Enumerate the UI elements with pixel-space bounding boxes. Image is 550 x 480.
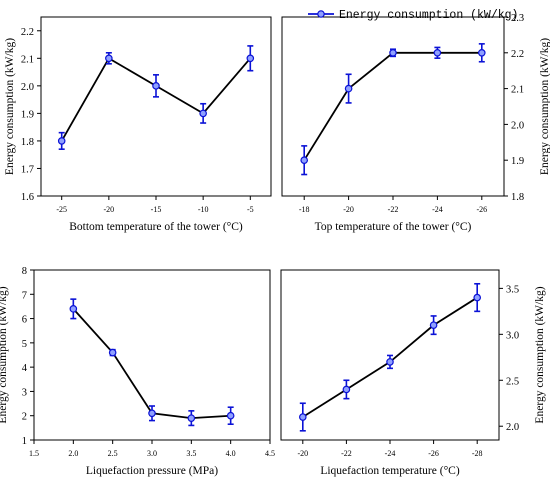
y-tick-label: 1.9: [511, 156, 524, 167]
x-tick-label: -26: [476, 205, 487, 214]
x-axis-title: Liquefaction pressure (MPa): [86, 465, 218, 477]
x-tick-label: 3.0: [147, 449, 157, 458]
data-point: [105, 54, 113, 63]
y-tick-label: 7: [22, 290, 27, 301]
y-tick-label: 2.1: [21, 54, 34, 65]
y-tick-label: 1.7: [21, 164, 34, 175]
y-tick-label: 2: [22, 412, 27, 423]
data-point: [226, 411, 235, 420]
y-axis-title: Energy consumption (kW/kg): [4, 38, 16, 175]
x-tick-label: -15: [151, 205, 162, 214]
legend: Energy consumption (kW/kg): [308, 9, 518, 22]
y-tick-label: 3.0: [506, 330, 519, 341]
y-axis-title: Energy consumption (kW/kg): [0, 286, 9, 423]
x-tick-label: 4.5: [265, 449, 275, 458]
data-point: [344, 84, 353, 93]
y-tick-label: 2.2: [511, 49, 524, 60]
data-point: [187, 414, 196, 422]
y-tick-label: 2.0: [506, 422, 519, 433]
series-line: [60, 57, 251, 142]
y-tick-label: 3: [22, 387, 27, 398]
x-tick-label: -5: [247, 205, 254, 214]
y-tick-label: 4: [22, 363, 28, 374]
y-tick-label: 5: [22, 339, 27, 350]
series-line: [72, 308, 231, 420]
x-tick-label: 2.5: [108, 449, 118, 458]
x-tick-label: -20: [343, 205, 354, 214]
chart-panel-3: 1 2 3 4 5 6 7 8 1.5 2.0 2.5 3.0 3.5 4.0 4.5 Liquefactio…: [0, 266, 275, 477]
y-axis-title: Energy consumption (kW/kg): [534, 286, 546, 423]
y-tick-label: 8: [22, 266, 27, 277]
y-tick-label: 2.2: [21, 27, 34, 38]
x-tick-label: -24: [385, 449, 396, 458]
data-point: [389, 48, 397, 57]
data-point: [57, 137, 66, 145]
x-tick-label: -20: [104, 205, 115, 214]
panels: 1.6 1.7 1.8 1.9 2.0 2.1 2.2 -25 -20 -15 -10 -5 Botto…: [0, 13, 550, 477]
x-tick-label: -22: [341, 449, 352, 458]
x-axis-title: Bottom temperature of the tower (°C): [69, 221, 243, 233]
x-tick-label: -28: [472, 449, 483, 458]
y-tick-label: 1: [22, 436, 27, 447]
y-tick-label: 1.9: [21, 109, 34, 120]
x-tick-label: 2.0: [68, 449, 78, 458]
legend-label: Energy consumption (kW/kg): [339, 9, 518, 22]
x-tick-label: -25: [56, 205, 67, 214]
y-tick-label: 2.5: [506, 376, 519, 387]
data-point: [433, 48, 442, 57]
data-point: [199, 109, 207, 118]
x-tick-label: 4.0: [226, 449, 236, 458]
y-axis-title: Energy consumption (kW/kg): [539, 38, 550, 175]
y-tick-label: 2.0: [21, 82, 34, 93]
plot-frame: [40, 16, 272, 197]
y-tick-label: 1.8: [21, 137, 34, 148]
x-tick-label: 3.5: [186, 449, 196, 458]
data-point: [108, 348, 117, 357]
y-tick-label: 6: [22, 315, 27, 326]
data-point: [148, 409, 156, 418]
x-tick-label: -26: [428, 449, 439, 458]
y-tick-label: 2.1: [511, 85, 524, 96]
y-tick-label: 2.0: [511, 120, 524, 131]
series-line: [303, 51, 482, 161]
chart-panel-4: 2.0 2.5 3.0 3.5 -20 -22 -24 -26 -28 Liquefaction …: [280, 269, 546, 477]
data-point: [473, 293, 482, 302]
x-tick-label: -10: [198, 205, 209, 214]
y-tick-label: 1.8: [511, 192, 524, 203]
data-point: [342, 385, 351, 394]
legend-marker: [317, 10, 325, 18]
data-point: [246, 54, 255, 63]
data-point: [429, 321, 438, 329]
x-axis-title: Liquefaction temperature (°C): [320, 465, 460, 477]
x-axis-title: Top temperature of the tower (°C): [315, 221, 472, 233]
chart-panel-1: 1.6 1.7 1.8 1.9 2.0 2.1 2.2 -25 -20 -15 -10 -5 Botto…: [4, 16, 272, 233]
y-tick-label: 3.5: [506, 284, 519, 295]
y-tick-label: 2.3: [511, 13, 524, 24]
data-point: [386, 358, 394, 366]
x-tick-label: 1.5: [29, 449, 39, 458]
data-point: [477, 48, 486, 57]
y-tick-label: 1.6: [21, 192, 34, 203]
x-tick-label: -22: [388, 205, 399, 214]
x-tick-label: -24: [432, 205, 443, 214]
x-tick-label: -20: [297, 449, 308, 458]
x-tick-label: -18: [299, 205, 310, 214]
data-point: [152, 82, 160, 90]
plot-frame: [281, 16, 505, 197]
data-point: [69, 305, 78, 313]
chart-panel-2: 1.8 1.9 2.0 2.1 2.2 2.3 -18 -20 -22 -24 -26 Top tem…: [281, 13, 550, 233]
data-point: [298, 413, 307, 421]
data-point: [300, 156, 309, 165]
